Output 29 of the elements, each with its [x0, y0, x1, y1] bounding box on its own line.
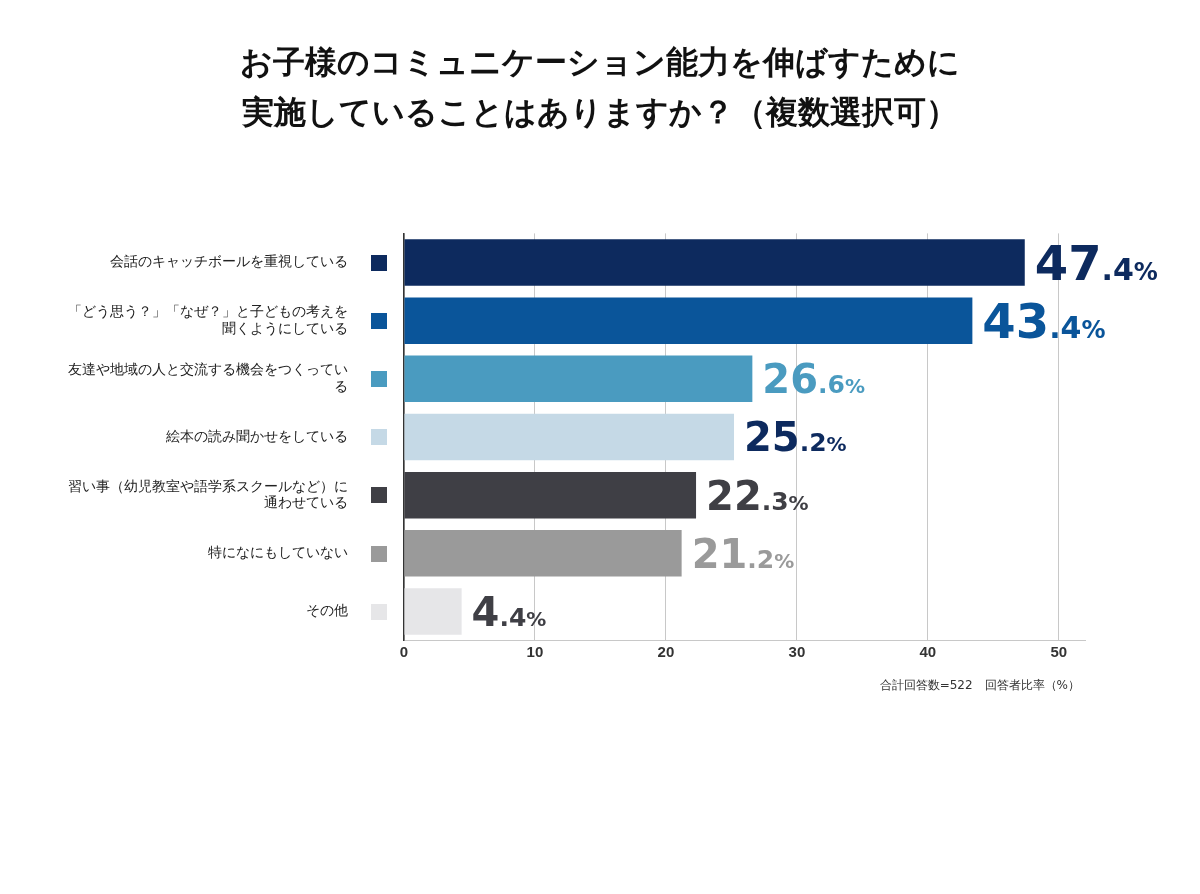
bar	[404, 588, 462, 635]
y-tick-label: 特になにもしていない	[208, 544, 348, 561]
x-tick-label: 50	[1050, 642, 1068, 660]
x-tick-label: 20	[657, 642, 675, 660]
y-tick-label: 会話のキャッチボールを重視している	[110, 253, 348, 270]
y-tick-label: 友達や地域の人と交流する機会をつくっている	[68, 361, 348, 395]
x-tick-label: 0	[399, 642, 409, 660]
bar	[404, 530, 682, 577]
data-label: 4.4%	[471, 589, 547, 636]
data-label: 43.4%	[982, 293, 1106, 350]
y-tick-label: 「どう思う？」「なぜ？」と子どもの考えを聞くようにしている	[68, 303, 348, 337]
data-label: 26.6%	[762, 356, 865, 403]
data-label: 47.4%	[1034, 234, 1158, 291]
text: 合計回答数=522 回答者比率（%）	[879, 677, 1080, 695]
x-tick-label: 40	[919, 642, 937, 660]
chart-title: お子様のコミュニケーション能力を伸ばすために実施していることはありますか？（複数選択可）	[240, 42, 960, 133]
bar	[404, 297, 973, 345]
bar	[404, 472, 697, 519]
data-label: 21.2%	[691, 530, 795, 577]
data-label: 22.3%	[706, 472, 809, 519]
bar	[404, 355, 753, 403]
data-label: 25.2%	[744, 414, 847, 461]
bar	[404, 239, 1025, 286]
bar	[404, 413, 735, 461]
y-tick-label: その他	[306, 602, 348, 619]
x-tick-label: 30	[788, 642, 806, 660]
y-tick-label: 習い事（幼児教室や語学系スクールなど）に通わせている	[68, 477, 348, 511]
y-tick-label: 絵本の読み聞かせをしている	[165, 428, 348, 445]
x-tick-label: 10	[526, 642, 544, 660]
